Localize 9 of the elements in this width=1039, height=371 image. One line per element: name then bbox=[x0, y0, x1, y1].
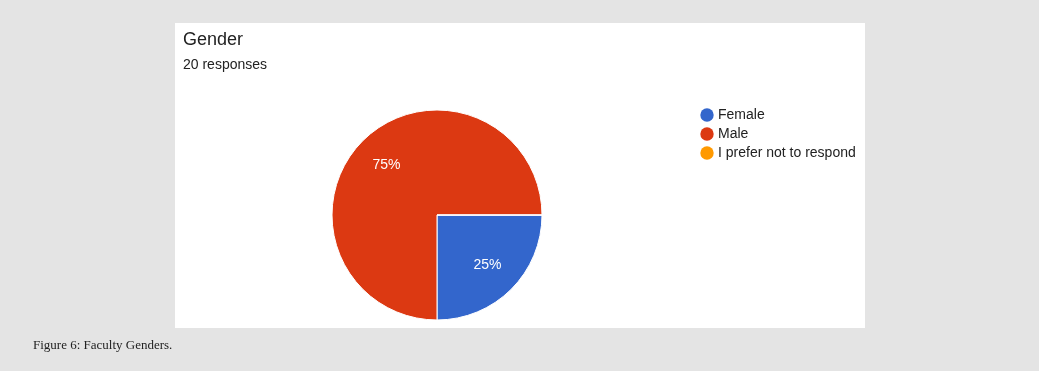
data-label: 25% bbox=[473, 256, 502, 273]
caption: Figure 6: Faculty Genders. bbox=[33, 337, 173, 352]
data-label: 75% bbox=[372, 155, 401, 172]
legend-label: Female bbox=[718, 106, 765, 122]
chart-title: Gender bbox=[183, 29, 244, 49]
pie-slice bbox=[331, 109, 543, 321]
legend-label: Male bbox=[718, 125, 749, 141]
chart-subtitle: 20 responses bbox=[183, 56, 268, 72]
legend-label: I prefer not to respond bbox=[718, 144, 856, 160]
